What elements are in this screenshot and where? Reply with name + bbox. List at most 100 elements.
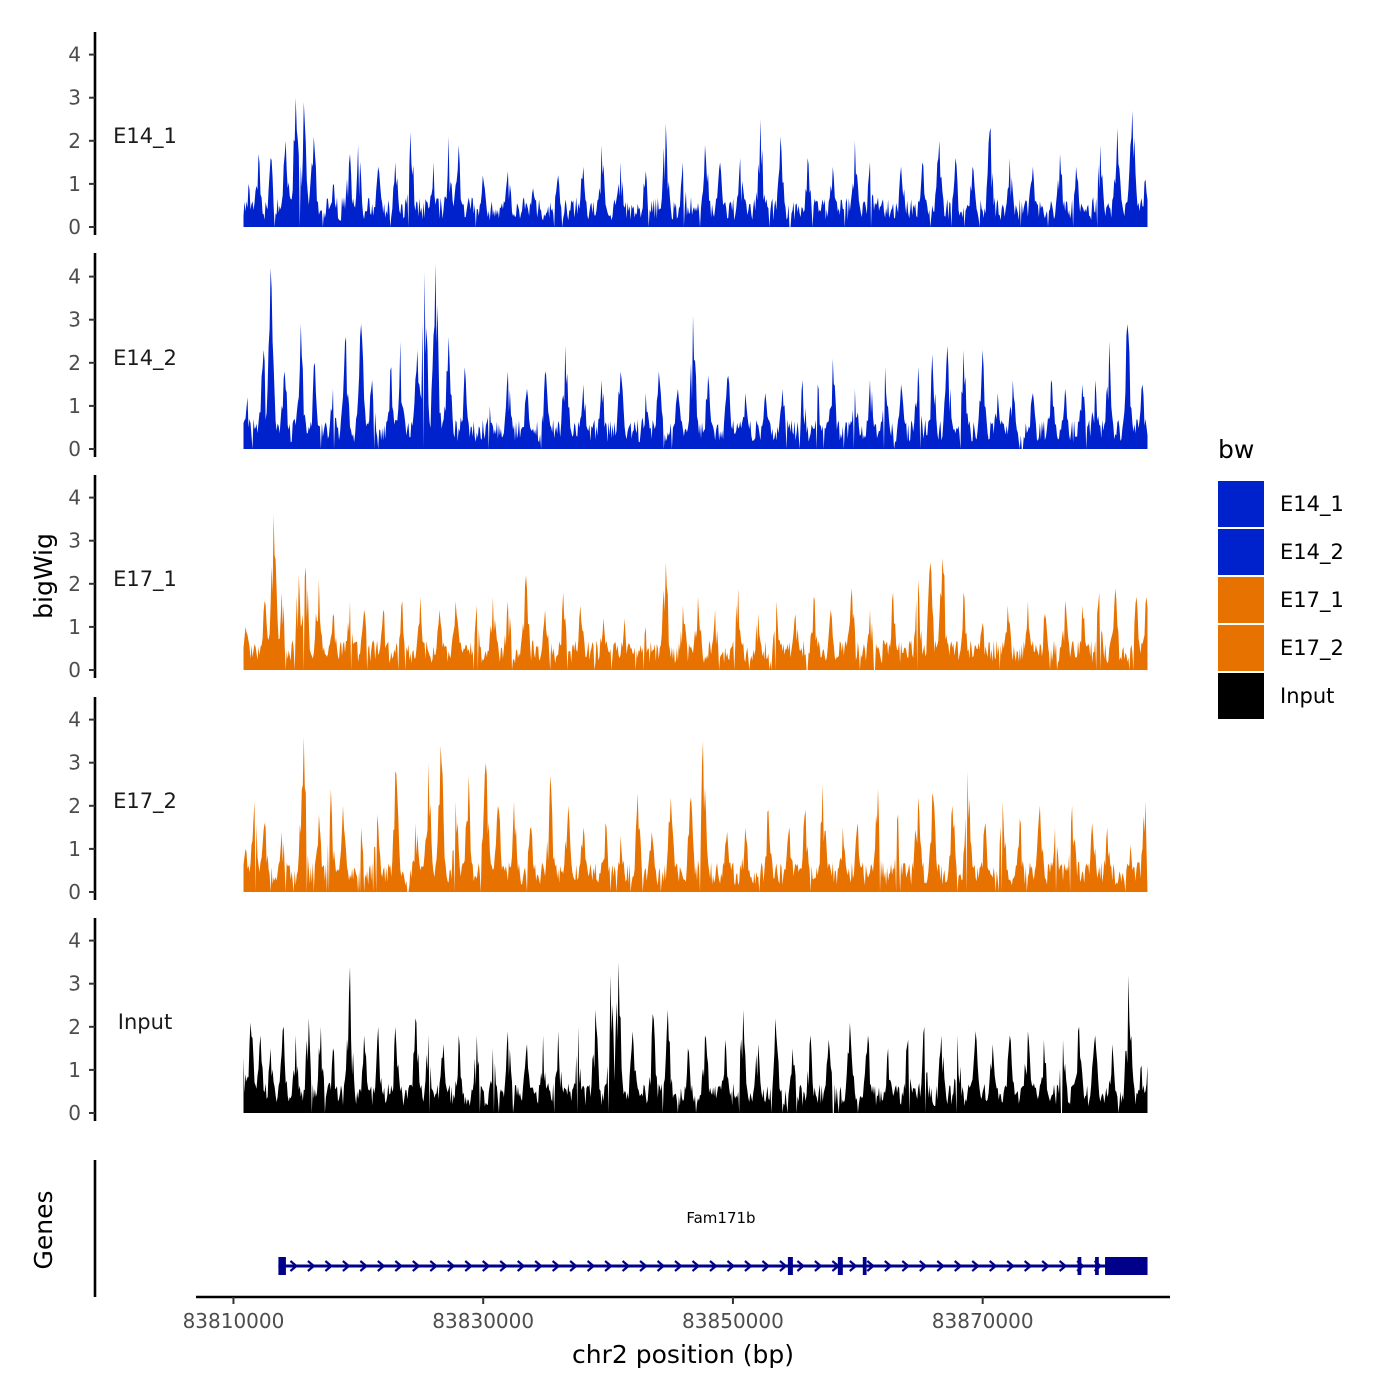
gene-exon bbox=[837, 1257, 843, 1275]
y-tick-label: 1 bbox=[68, 394, 81, 418]
track-label-e17-2: E17_2 bbox=[113, 789, 177, 814]
y-tick-label: 4 bbox=[68, 43, 81, 67]
track-label-e14-1: E14_1 bbox=[113, 124, 177, 149]
legend-label-e17-2: E17_2 bbox=[1280, 636, 1344, 661]
gene-exon bbox=[787, 1257, 793, 1275]
y-tick-label: 1 bbox=[68, 837, 81, 861]
coverage-area-e14-1 bbox=[243, 97, 1148, 227]
strand-arrow-icon bbox=[691, 1260, 701, 1272]
strand-arrow-icon bbox=[412, 1260, 421, 1272]
coverage-area-e17-2 bbox=[243, 736, 1148, 892]
y-tick-label: 0 bbox=[68, 437, 81, 461]
strand-arrow-icon bbox=[709, 1260, 718, 1272]
x-tick-label: 83850000 bbox=[682, 1309, 784, 1333]
gene-exon bbox=[1095, 1257, 1099, 1275]
strand-arrow-icon bbox=[324, 1260, 334, 1272]
track-e17-2: 0 1 2 3 4 E17_2 bbox=[68, 697, 1148, 904]
strand-arrow-icon bbox=[359, 1260, 369, 1272]
gene-exon bbox=[862, 1257, 867, 1275]
legend-title: bw bbox=[1218, 435, 1254, 464]
strand-arrow-icon bbox=[464, 1260, 473, 1272]
y-tick-label: 3 bbox=[68, 308, 81, 332]
strand-arrow-icon bbox=[604, 1260, 613, 1272]
strand-arrow-icon bbox=[534, 1260, 543, 1272]
y-tick-label: 0 bbox=[68, 215, 81, 239]
y-tick-label: 3 bbox=[68, 86, 81, 110]
strand-arrow-icon bbox=[569, 1260, 578, 1272]
coverage-area-e17-1 bbox=[243, 514, 1148, 670]
strand-arrow-icon bbox=[1058, 1260, 1068, 1272]
y-tick-label: 2 bbox=[68, 794, 81, 818]
strand-arrow-icon bbox=[919, 1260, 928, 1272]
strand-arrow-icon bbox=[744, 1260, 753, 1272]
x-axis: 83810000 83830000 83850000 83870000 bbox=[183, 1295, 1170, 1333]
y-tick-label: 1 bbox=[68, 172, 81, 196]
y-tick-label: 4 bbox=[68, 265, 81, 289]
track-label-e14-2: E14_2 bbox=[113, 346, 177, 371]
y-tick-label: 0 bbox=[68, 1101, 81, 1125]
track-e14-1: 0 1 2 3 4 E14_1 bbox=[68, 32, 1148, 239]
x-tick-label: 83830000 bbox=[432, 1309, 534, 1333]
y-tick-label: 2 bbox=[68, 351, 81, 375]
y-tick-label: 4 bbox=[68, 708, 81, 732]
strand-arrow-icon bbox=[342, 1260, 351, 1272]
strand-arrow-icon bbox=[621, 1260, 631, 1272]
track-label-e17-1: E17_1 bbox=[113, 567, 177, 592]
strand-arrow-icon bbox=[726, 1260, 736, 1272]
track-e14-2: 0 1 2 3 4 E14_2 bbox=[68, 253, 1148, 461]
track-label-input: Input bbox=[118, 1010, 172, 1034]
legend-label-e17-1: E17_1 bbox=[1280, 588, 1344, 613]
legend-swatch-e14-2 bbox=[1218, 529, 1264, 575]
y-tick-label: 3 bbox=[68, 529, 81, 553]
strand-arrow-icon bbox=[429, 1260, 438, 1272]
strand-arrow-icon bbox=[551, 1260, 561, 1272]
coverage-area-input bbox=[243, 962, 1148, 1113]
strand-arrow-icon bbox=[1041, 1260, 1050, 1272]
track-input: 0 1 2 3 4 Input bbox=[68, 918, 1148, 1125]
legend: bw E14_1 E14_2 E17_1 E17_2 Input bbox=[1218, 435, 1344, 719]
gene-label: Fam171b bbox=[686, 1209, 755, 1227]
strand-arrow-icon bbox=[761, 1260, 771, 1272]
y-axis-title-bigwig: bigWig bbox=[29, 533, 58, 619]
y-tick-label: 1 bbox=[68, 1058, 81, 1082]
strand-arrow-icon bbox=[901, 1260, 910, 1272]
bigwig-tracks: 0 1 2 3 4 E14_1 0 1 2 3 4 E14_2 0 1 2 3 4 E17_1 0 1 2 3 4 E17_2… bbox=[68, 32, 1148, 1125]
legend-label-input: Input bbox=[1280, 684, 1334, 708]
strand-arrow-icon bbox=[394, 1260, 404, 1272]
strand-arrow-icon bbox=[779, 1260, 788, 1272]
strand-arrow-icon bbox=[1006, 1260, 1015, 1272]
gene-utr-block bbox=[1105, 1257, 1148, 1275]
strand-arrow-icon bbox=[796, 1260, 806, 1272]
strand-arrow-icon bbox=[481, 1260, 491, 1272]
strand-arrow-icon bbox=[674, 1260, 683, 1272]
gene-exon bbox=[278, 1257, 286, 1275]
x-tick-label: 83870000 bbox=[932, 1309, 1034, 1333]
strand-arrow-icon bbox=[954, 1260, 963, 1272]
y-tick-label: 3 bbox=[68, 972, 81, 996]
legend-label-e14-1: E14_1 bbox=[1280, 492, 1344, 517]
strand-arrow-icon bbox=[289, 1260, 299, 1272]
strand-arrow-icon bbox=[499, 1260, 508, 1272]
strand-arrow-icon bbox=[307, 1260, 316, 1272]
y-tick-label: 3 bbox=[68, 751, 81, 775]
strand-arrow-icon bbox=[586, 1260, 596, 1272]
strand-arrow-icon bbox=[936, 1260, 945, 1272]
strand-arrow-icon bbox=[988, 1260, 998, 1272]
coverage-area-e14-2 bbox=[243, 263, 1148, 449]
legend-label-e14-2: E14_2 bbox=[1280, 540, 1344, 565]
legend-swatch-e17-2 bbox=[1218, 625, 1264, 671]
y-tick-label: 2 bbox=[68, 572, 81, 596]
x-tick-label: 83810000 bbox=[183, 1309, 285, 1333]
strand-arrow-icon bbox=[866, 1260, 876, 1272]
gene-exon bbox=[1077, 1257, 1082, 1275]
y-axis-title-genes: Genes bbox=[29, 1190, 58, 1269]
y-tick-label: 0 bbox=[68, 880, 81, 904]
strand-arrow-icon bbox=[516, 1260, 526, 1272]
strand-arrow-icon bbox=[849, 1260, 858, 1272]
legend-swatch-input bbox=[1218, 673, 1264, 719]
strand-arrow-icon bbox=[656, 1260, 666, 1272]
x-axis-title: chr2 position (bp) bbox=[572, 1340, 794, 1369]
strand-arrow-icon bbox=[971, 1260, 980, 1272]
genes-panel: Fam171b bbox=[93, 1160, 1148, 1297]
legend-swatch-e14-1 bbox=[1218, 481, 1264, 527]
